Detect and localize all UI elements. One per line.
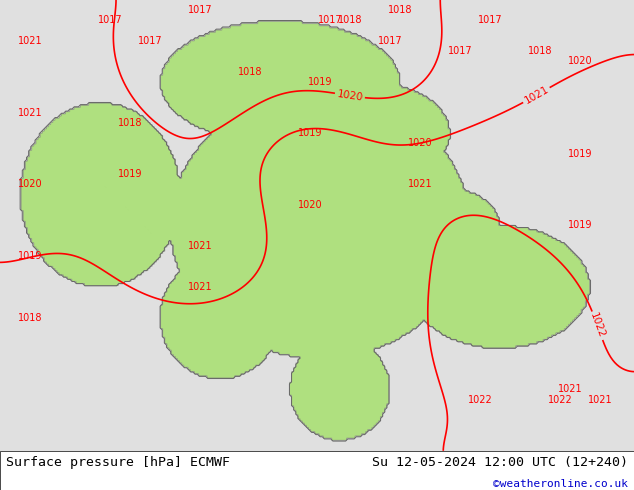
Text: 1021: 1021 [558,384,582,394]
Text: 1018: 1018 [527,46,552,56]
Text: 1017: 1017 [138,36,162,46]
Text: 1018: 1018 [338,16,362,25]
Text: 1018: 1018 [118,118,142,128]
Text: 1019: 1019 [568,220,592,230]
Text: 1021: 1021 [188,282,212,292]
Text: 1019: 1019 [18,251,42,261]
Text: 1022: 1022 [548,394,573,405]
Text: 1018: 1018 [18,313,42,322]
Text: 1020: 1020 [408,139,432,148]
Text: 1019: 1019 [568,148,592,159]
Text: 1022: 1022 [588,312,607,340]
Text: 1021: 1021 [522,84,550,106]
Text: 1017: 1017 [188,5,212,15]
Text: 1021: 1021 [588,394,612,405]
Text: 1020: 1020 [298,200,322,210]
Text: 1018: 1018 [238,67,262,77]
Text: ©weatheronline.co.uk: ©weatheronline.co.uk [493,479,628,489]
Text: 1021: 1021 [18,108,42,118]
Text: 1020: 1020 [336,89,363,102]
Text: 1021: 1021 [408,179,432,190]
Text: 1017: 1017 [378,36,403,46]
Text: 1022: 1022 [468,394,493,405]
Text: 1017: 1017 [318,16,342,25]
Text: 1021: 1021 [188,241,212,251]
Text: 1017: 1017 [448,46,472,56]
Text: 1019: 1019 [307,77,332,87]
Text: 1020: 1020 [18,179,42,190]
Text: Surface pressure [hPa] ECMWF: Surface pressure [hPa] ECMWF [6,456,230,469]
Text: 1021: 1021 [18,36,42,46]
Text: 1018: 1018 [388,5,412,15]
Text: 1017: 1017 [98,16,122,25]
Text: 1017: 1017 [477,16,502,25]
Text: 1019: 1019 [298,128,322,138]
Text: Su 12-05-2024 12:00 UTC (12+240): Su 12-05-2024 12:00 UTC (12+240) [372,456,628,469]
Text: 1020: 1020 [567,56,592,67]
Text: 1019: 1019 [118,169,142,179]
